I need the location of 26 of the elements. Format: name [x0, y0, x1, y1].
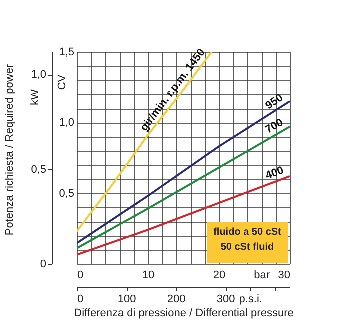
y-tick-label: 0,5 — [59, 188, 74, 200]
y2-tick-label: 1,0 — [31, 69, 46, 82]
x2-tick-label: 200 — [167, 294, 186, 306]
text: 400 — [264, 164, 286, 182]
y-tick-label: 1,5 — [59, 46, 74, 58]
y2-tick-label: 0 — [40, 258, 46, 270]
y-tick-label: 1,0 — [59, 117, 74, 130]
x-tick-label: 10 — [142, 270, 155, 282]
text: Potenza richiesta / Required power — [4, 64, 16, 236]
y2-axis-title: kW — [30, 88, 42, 106]
x-tick-label: bar — [254, 270, 270, 282]
x2-tick-label: 300 — [216, 294, 236, 306]
annotation: fluido a 50 cSt — [212, 226, 282, 240]
text: 950 — [264, 92, 286, 112]
x-tick-label: 30 — [278, 270, 290, 282]
x2-tick-label: p.s.i. — [239, 294, 262, 306]
x-tick-label: 20 — [213, 270, 226, 282]
x2-tick-label: 0 — [78, 294, 84, 306]
y-axis-title: CV — [56, 74, 68, 90]
x2-tick-label: 100 — [118, 294, 136, 306]
annotation: 50 cSt fluid — [220, 241, 276, 255]
text: 700 — [264, 116, 286, 136]
x-axis-title: Differenza di pressione / Differential pressure — [74, 308, 294, 320]
note-box: fluido a 50 cSt 50 cSt fluid — [207, 222, 288, 263]
y2-tick-label: 0,5 — [31, 164, 46, 176]
x-tick-label: 0 — [78, 270, 84, 282]
